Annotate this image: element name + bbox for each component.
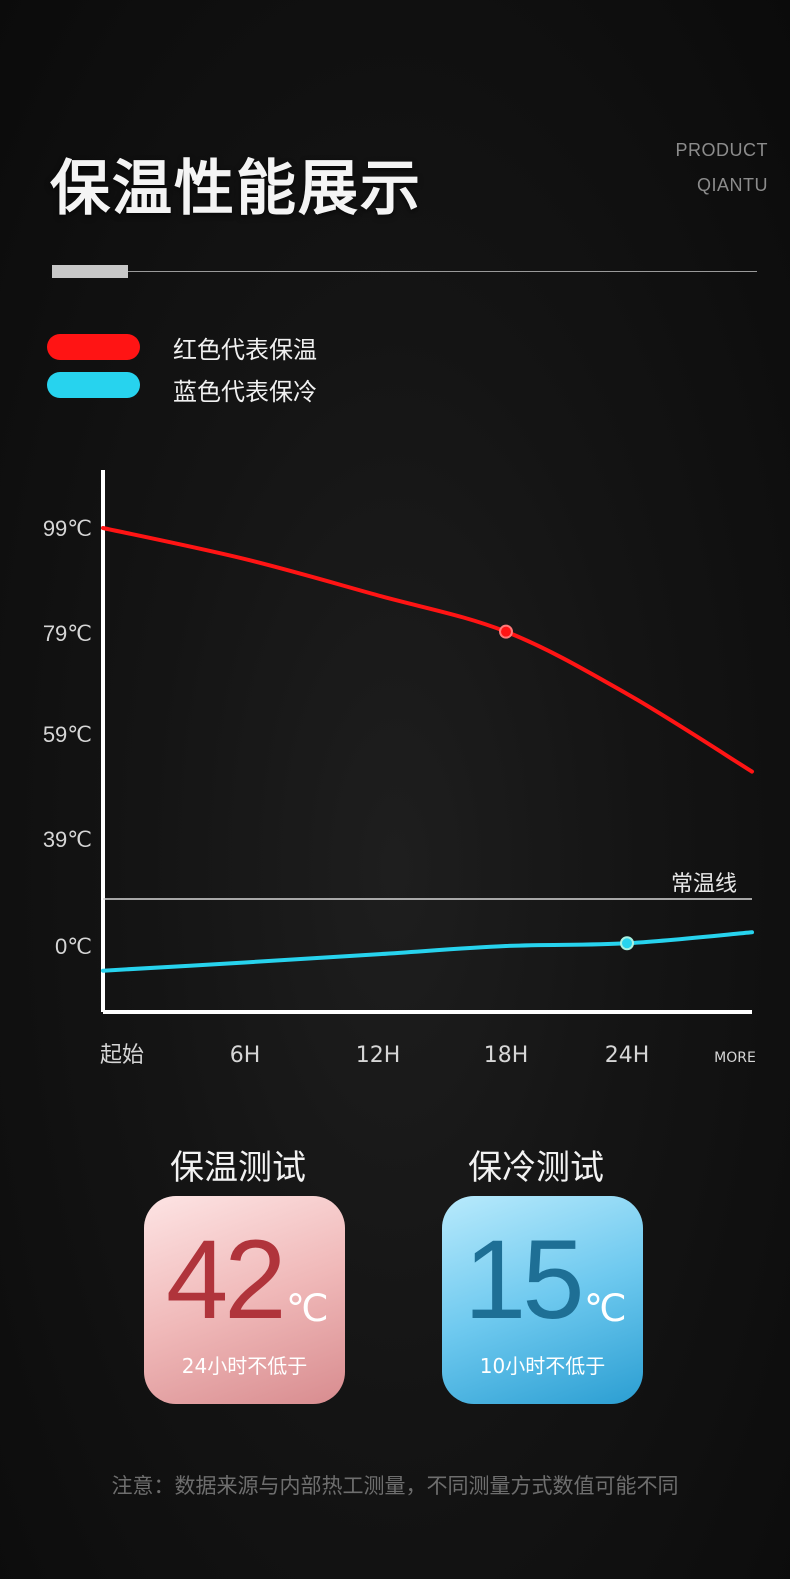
page-title: 保温性能展示 [50,154,422,224]
warm-series-marker [499,624,513,639]
y-tick-label: 99℃ [43,516,92,541]
warm-test-subtitle: 24小时不低于 [181,1354,308,1378]
warm-test-value: 42 [166,1217,287,1342]
brand-tag-line2: QIANTU [696,175,768,195]
legend-label-warm: 红色代表保温 [173,336,317,364]
legend-swatch-cold [47,372,140,398]
cold-test-card: 15 ℃ 10小时不低于 [442,1196,643,1404]
x-tick-label: 18H [484,1043,529,1068]
cold-test-value: 15 [464,1217,585,1342]
cold-series-marker [620,936,634,951]
warm-test-card: 42 ℃ 24小时不低于 [144,1196,345,1404]
y-tick-label: 59℃ [43,722,92,747]
header-divider-accent [52,265,128,278]
temperature-chart: 常温线 99℃ 79℃ 59℃ 39℃ 0℃ 起始 6H 12H 18H 24H MORE [42,516,756,1068]
y-tick-label: 0℃ [55,934,92,959]
cold-test-subtitle: 10小时不低于 [479,1354,606,1378]
x-tick-label: 6H [230,1043,261,1068]
x-tick-label: 12H [356,1043,401,1068]
footnote: 注意：数据来源与内部热工测量，不同测量方式数值可能不同 [111,1474,679,1498]
warm-test-unit: ℃ [286,1288,329,1330]
cold-test-unit: ℃ [584,1288,627,1330]
y-tick-label: 39℃ [43,827,92,852]
x-tick-label: 起始 [100,1043,144,1068]
warm-series-line [101,526,754,774]
header-divider [52,271,757,272]
legend-swatch-warm [47,334,140,360]
y-tick-label: 79℃ [43,621,92,646]
brand-tag-line1: PRODUCT [675,140,768,160]
cold-series-line [101,930,754,973]
x-tick-label: MORE [714,1050,756,1066]
x-tick-label: 24H [605,1043,650,1068]
cold-test-title: 保冷测试 [468,1148,604,1188]
warm-test-title: 保温测试 [170,1148,306,1188]
legend-label-cold: 蓝色代表保冷 [173,378,317,406]
reference-line-label: 常温线 [671,872,737,897]
